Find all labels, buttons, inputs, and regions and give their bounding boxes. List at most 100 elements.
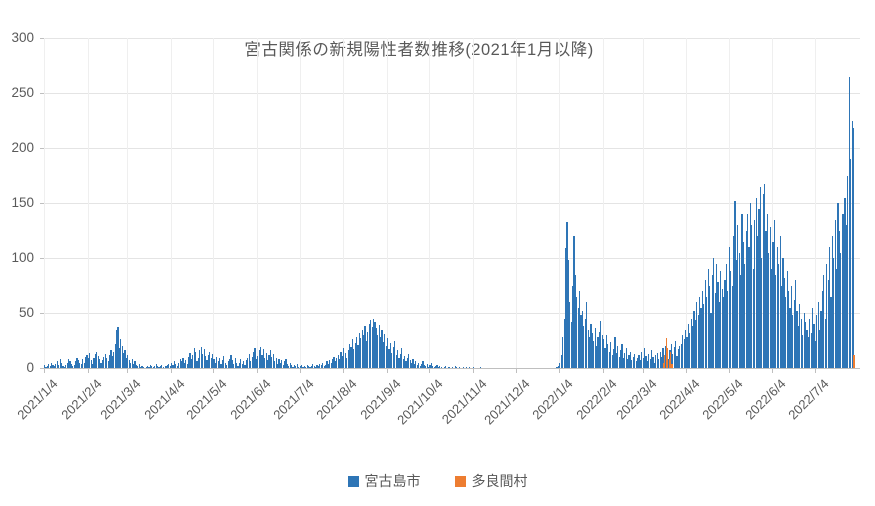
x-gridline: [429, 38, 431, 368]
x-axis-line: [44, 368, 860, 369]
bar-miyakojimashi: [724, 280, 726, 368]
bar-miyakojimashi: [649, 359, 651, 368]
bar-miyakojimashi: [281, 360, 283, 368]
bar-miyakojimashi: [365, 340, 368, 368]
bar-miyakojimashi: [83, 362, 85, 368]
bar-miyakojimashi: [583, 326, 585, 368]
bar-taramason: [671, 363, 673, 368]
x-tick-mark: [343, 369, 345, 373]
bar-miyakojimashi: [819, 329, 821, 368]
bar-miyakojimashi: [320, 364, 322, 368]
bar-miyakojimashi: [298, 366, 300, 368]
bar-miyakojimashi: [278, 359, 280, 368]
bar-miyakojimashi: [480, 366, 482, 368]
bar-miyakojimashi: [713, 258, 715, 368]
bar-miyakojimashi: [179, 359, 181, 368]
bar-miyakojimashi: [851, 120, 853, 368]
bar-miyakojimashi: [634, 353, 636, 368]
bar-miyakojimashi: [684, 329, 687, 368]
bar-miyakojimashi: [262, 349, 264, 368]
bar-miyakojimashi: [708, 285, 711, 368]
bar-miyakojimashi: [128, 360, 130, 368]
bar-miyakojimashi: [381, 329, 383, 368]
bar-miyakojimashi: [765, 230, 767, 368]
bar-miyakojimashi: [735, 260, 737, 368]
bar-miyakojimashi: [740, 274, 742, 368]
y-tick-mark: [40, 203, 44, 204]
bar-miyakojimashi: [840, 252, 842, 368]
bar-miyakojimashi: [447, 366, 449, 368]
bar-miyakojimashi: [312, 363, 314, 368]
bar-miyakojimashi: [330, 362, 332, 368]
y-tick-label: 0: [26, 360, 34, 375]
x-tick-mark: [642, 369, 644, 373]
x-gridline: [343, 38, 345, 368]
bar-miyakojimashi: [742, 241, 744, 368]
bar-miyakojimashi: [65, 364, 67, 368]
bar-miyakojimashi: [195, 351, 197, 368]
x-gridline: [127, 38, 129, 368]
y-tick-label: 250: [11, 85, 34, 100]
bar-miyakojimashi: [611, 354, 613, 368]
x-tick-mark: [44, 369, 45, 373]
bar-miyakojimashi: [844, 197, 846, 368]
bar-miyakojimashi: [356, 337, 358, 368]
bar-miyakojimashi: [723, 296, 725, 368]
bar-miyakojimashi: [46, 365, 48, 368]
bar-miyakojimashi: [44, 364, 46, 368]
bar-miyakojimashi: [76, 358, 78, 368]
bar-miyakojimashi: [173, 361, 176, 368]
bar-miyakojimashi: [231, 360, 233, 368]
bar-miyakojimashi: [717, 282, 719, 368]
bar-miyakojimashi: [802, 335, 804, 368]
bar-miyakojimashi: [415, 361, 417, 368]
bar-miyakojimashi: [579, 291, 581, 368]
bar-miyakojimashi: [72, 365, 74, 368]
bar-miyakojimashi: [792, 315, 794, 368]
bar-miyakojimashi: [315, 366, 317, 368]
bar-miyakojimashi: [718, 302, 720, 368]
bar-miyakojimashi: [282, 364, 284, 368]
x-gridline: [814, 38, 816, 368]
bar-miyakojimashi: [728, 247, 730, 368]
bar-miyakojimashi: [803, 313, 805, 368]
x-gridline: [257, 38, 259, 368]
bar-miyakojimashi: [151, 365, 153, 368]
y-gridline: [44, 148, 860, 149]
bar-miyakojimashi: [372, 318, 375, 368]
bar-miyakojimashi: [437, 366, 440, 368]
bar-miyakojimashi: [466, 366, 468, 368]
bar-miyakojimashi: [305, 366, 307, 368]
bar-miyakojimashi: [384, 333, 386, 368]
bar-miyakojimashi: [396, 350, 399, 368]
bar-miyakojimashi: [603, 339, 605, 368]
bar-miyakojimashi: [644, 348, 646, 368]
bar-miyakojimashi: [216, 357, 218, 368]
bar-miyakojimashi: [594, 328, 596, 368]
bar-miyakojimashi: [178, 362, 180, 368]
bar-taramason: [668, 359, 670, 368]
bar-miyakojimashi: [433, 366, 435, 368]
bar-miyakojimashi: [682, 335, 684, 368]
bar-miyakojimashi: [473, 366, 475, 368]
bar-miyakojimashi: [295, 365, 297, 368]
bar-miyakojimashi: [140, 366, 142, 368]
bar-miyakojimashi: [125, 358, 128, 368]
bar-miyakojimashi: [220, 363, 222, 368]
bar-miyakojimashi: [710, 313, 712, 368]
bar-miyakojimashi: [250, 361, 252, 368]
bar-miyakojimashi: [58, 364, 60, 368]
bar-miyakojimashi: [103, 357, 105, 368]
bar-miyakojimashi: [68, 359, 70, 368]
bar-miyakojimashi: [804, 321, 807, 368]
bar-miyakojimashi: [260, 347, 262, 368]
bar-miyakojimashi: [820, 310, 822, 368]
bar-miyakojimashi: [51, 362, 53, 368]
bar-miyakojimashi: [147, 365, 149, 368]
bar-miyakojimashi: [279, 362, 281, 368]
bar-miyakojimashi: [406, 358, 408, 368]
bar-miyakojimashi: [326, 361, 328, 368]
bar-miyakojimashi: [137, 365, 139, 368]
bar-taramason: [665, 338, 667, 368]
bar-miyakojimashi: [161, 364, 163, 368]
